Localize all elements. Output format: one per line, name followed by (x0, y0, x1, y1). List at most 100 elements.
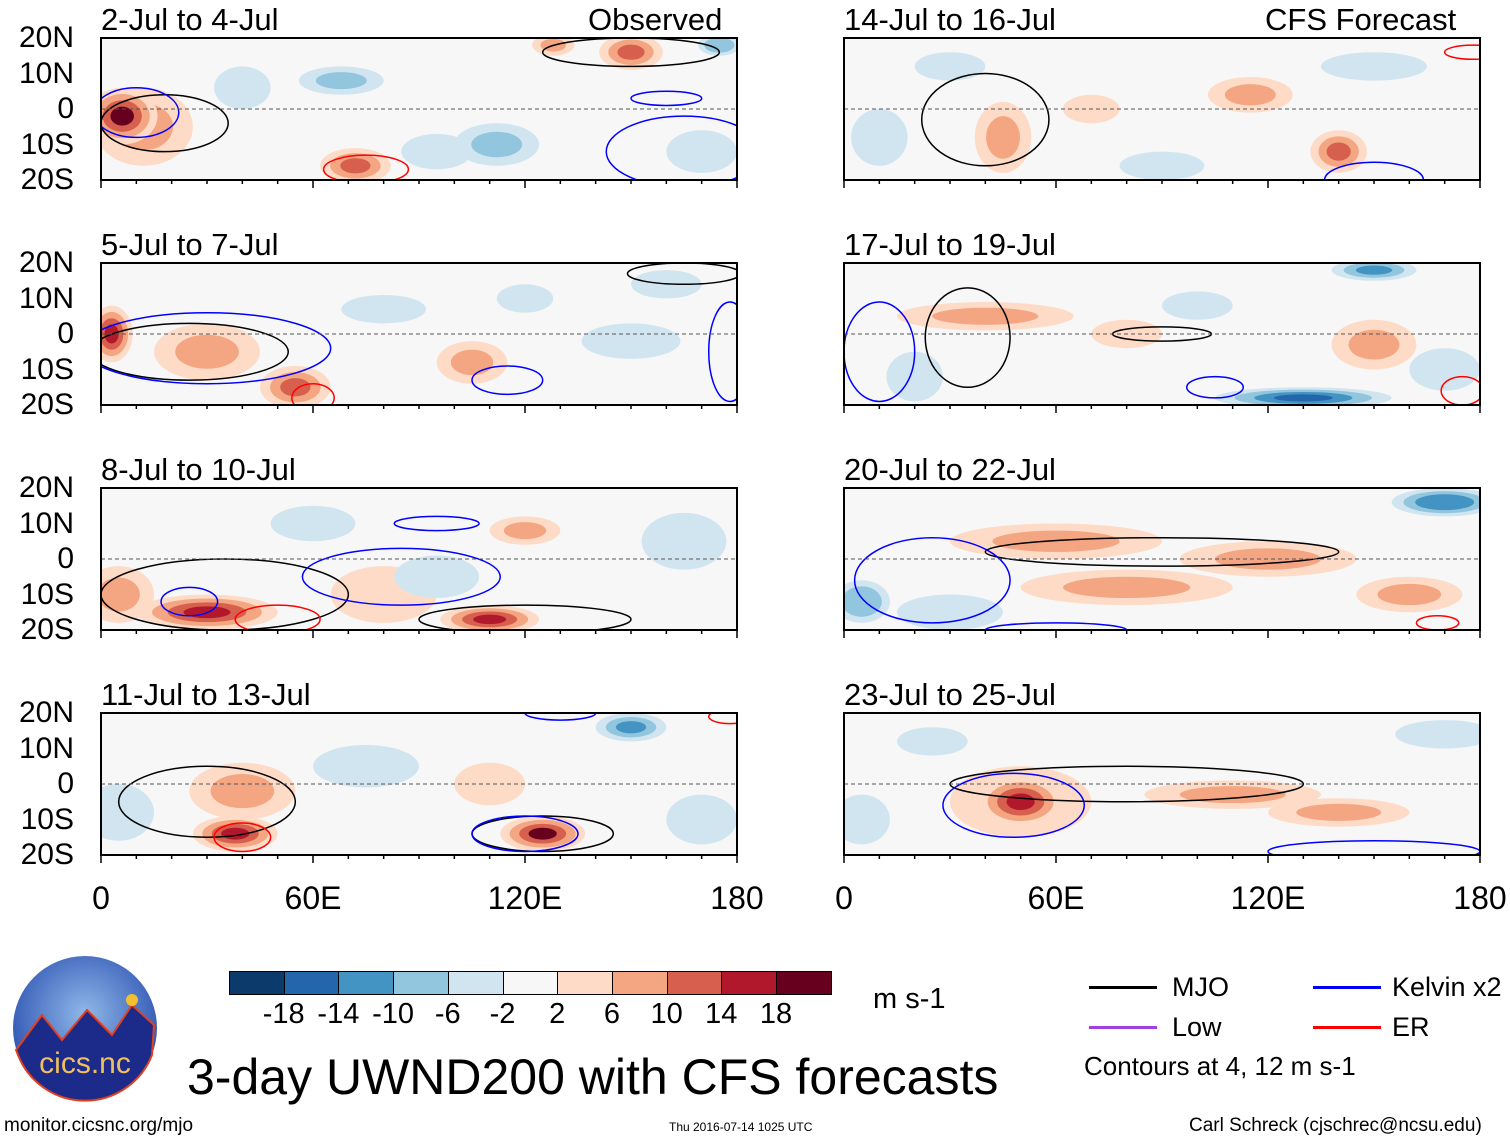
kelvin-contour (1323, 161, 1425, 180)
map-panel (843, 37, 1481, 188)
lat-label: 10N (18, 506, 74, 540)
anomaly-shading (1423, 356, 1466, 383)
anomaly-shading (473, 614, 507, 625)
anomaly-shading (280, 378, 311, 397)
anomaly-shading (1377, 583, 1442, 606)
anomaly-shading (928, 57, 972, 75)
kelvin-contour (853, 536, 1011, 624)
lat-label: 20S (20, 613, 74, 646)
lon-label: 0 (92, 880, 110, 916)
lon-label: 60E (1027, 880, 1085, 916)
lat-label: 10S (20, 127, 74, 161)
map-panel (100, 37, 738, 188)
anomaly-shading (1414, 725, 1475, 743)
anomaly-shading (1342, 57, 1406, 75)
kelvin-contour (605, 115, 737, 180)
colorbar-swatch (502, 971, 559, 995)
anomaly-shading (1296, 803, 1382, 821)
lon-label: 180 (1453, 880, 1507, 916)
lat-label: 10N (18, 731, 74, 765)
lat-label: 0 (57, 542, 74, 575)
anomaly-shading (1273, 394, 1333, 402)
lat-label: 10N (18, 56, 74, 90)
lat-label: 20S (20, 388, 74, 421)
colorbar-swatch (611, 971, 668, 995)
lat-label: 0 (57, 92, 74, 125)
colorbar-label: -6 (434, 998, 461, 1030)
anomaly-shading (1348, 329, 1400, 360)
colorbar-label: -18 (262, 998, 305, 1030)
mjo-contour (626, 263, 737, 286)
anomaly-shading (394, 555, 480, 599)
anomaly-shading (658, 524, 710, 559)
anomaly-shading (503, 522, 547, 540)
kelvin-contour (844, 301, 916, 403)
anomaly-shading (617, 44, 645, 60)
anomaly-shading (101, 577, 140, 612)
er-contour (213, 822, 272, 853)
colorbar-label: -10 (372, 998, 415, 1030)
footer-url[interactable]: monitor.cicsnc.org/mjo (4, 1115, 194, 1136)
kelvin-contour (471, 365, 544, 396)
lat-label: 0 (57, 317, 74, 350)
anomaly-shading (471, 131, 523, 158)
colorbar-label: 14 (705, 998, 738, 1030)
anomaly-shading (110, 106, 134, 126)
kelvin-contour (160, 586, 219, 617)
anomaly-shading (415, 140, 458, 163)
colorbar-swatch (393, 971, 450, 995)
panel-title: 8-Jul to 10-Jul (101, 452, 296, 487)
kelvin-contour (707, 301, 737, 403)
mjo-contour (924, 287, 1011, 389)
lat-label: 20N (18, 21, 74, 54)
anomaly-shading (496, 284, 554, 313)
anomaly-shading (932, 307, 1039, 325)
anomaly-shading (1063, 576, 1191, 599)
lon-label: 120E (1230, 880, 1306, 916)
kelvin-contour (101, 86, 180, 139)
anomaly-shading (851, 109, 908, 166)
colorbar-label: 18 (759, 998, 793, 1030)
map-panel (843, 712, 1481, 863)
colorbar-swatch (557, 971, 614, 995)
anomaly-shading (225, 74, 260, 101)
legend-kelvin: Kelvin x2 (1392, 972, 1502, 1002)
colorbar-label: 2 (549, 998, 566, 1030)
anomaly-shading (986, 116, 1020, 159)
anomaly-shading (615, 721, 647, 734)
anomaly-shading (710, 40, 729, 50)
panel-title: 2-Jul to 4-Jul (101, 2, 279, 37)
anomaly-shading (101, 795, 140, 830)
kelvin-contour (301, 547, 502, 606)
colorbar-label: -2 (489, 998, 516, 1030)
anomaly-shading (270, 505, 356, 542)
anomaly-shading (1224, 84, 1276, 106)
colorbar-swatch (283, 971, 340, 995)
colorbar-swatch (447, 971, 504, 995)
anomaly-shading (897, 727, 968, 756)
anomaly-shading (1427, 497, 1463, 507)
lat-label: 20N (18, 696, 74, 729)
colorbar-swatch (338, 971, 395, 995)
map-panel (843, 262, 1481, 413)
er-contour (1443, 44, 1480, 61)
er-contour (291, 382, 335, 405)
colorbar-swatch (721, 971, 778, 995)
anomaly-shading (334, 753, 398, 780)
er-contour (1440, 375, 1480, 405)
observed-label: Observed (588, 2, 723, 37)
forecast-label: CFS Forecast (1265, 2, 1457, 37)
anomaly-shading (680, 804, 723, 835)
lon-label: 60E (284, 880, 342, 916)
anomaly-shading (897, 594, 1003, 630)
colorbar-units: m s-1 (873, 983, 946, 1015)
anomaly-shading (844, 804, 879, 835)
mjo-contour (418, 604, 632, 630)
lat-label: 0 (57, 767, 74, 800)
kelvin-contour (1185, 375, 1245, 399)
lat-label: 20S (20, 163, 74, 196)
anomaly-shading (1162, 291, 1233, 320)
er-contour (322, 154, 410, 180)
cics-logo: cics.nc (13, 956, 157, 1102)
anomaly-shading (315, 72, 367, 90)
